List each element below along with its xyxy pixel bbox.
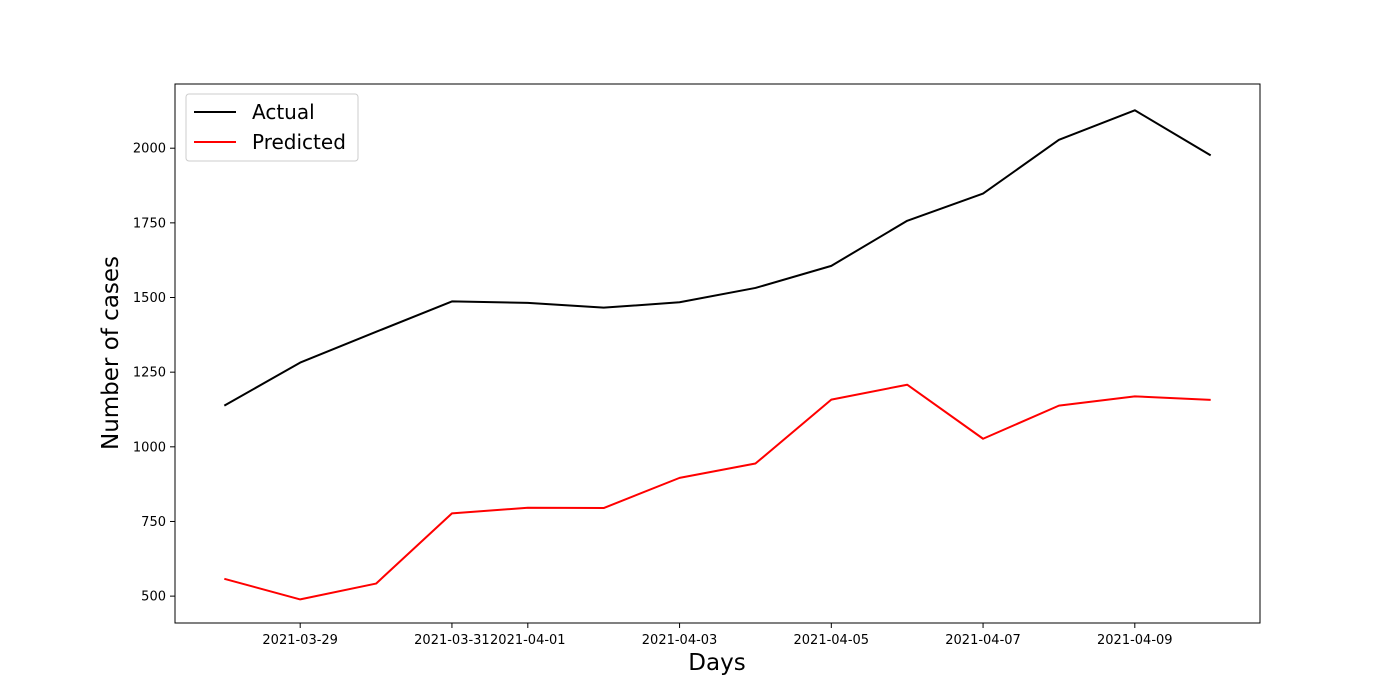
x-tick-label: 2021-03-29 bbox=[262, 633, 338, 648]
plot-area bbox=[175, 84, 1260, 623]
legend-label-actual: Actual bbox=[252, 100, 315, 124]
y-axis: 500 750 1000 1250 1500 1750 2000 bbox=[133, 142, 175, 605]
series-line-actual bbox=[223, 109, 1212, 407]
legend-box bbox=[185, 93, 359, 162]
y-tick-label: 1500 bbox=[133, 291, 166, 306]
x-tick-label: 2021-04-05 bbox=[794, 633, 870, 648]
x-tick-label: 2021-04-07 bbox=[945, 633, 1021, 648]
y-tick-label: 1750 bbox=[133, 216, 166, 231]
x-tick-label: 2021-04-01 bbox=[490, 633, 566, 648]
legend: Actual Predicted bbox=[185, 93, 359, 162]
series-line-predicted bbox=[224, 383, 1211, 601]
x-axis-label: Days bbox=[688, 650, 745, 676]
y-axis-label: Number of cases bbox=[98, 256, 124, 450]
y-tick-label: 1000 bbox=[133, 440, 166, 455]
legend-label-predicted: Predicted bbox=[252, 130, 346, 154]
y-tick-label: 500 bbox=[141, 590, 166, 605]
x-axis: 2021-03-29 2021-03-31 2021-04-01 2021-04-03… bbox=[262, 623, 1173, 648]
series-layer bbox=[223, 109, 1212, 601]
y-tick-label: 2000 bbox=[133, 142, 166, 157]
x-tick-label: 2021-03-31 bbox=[414, 633, 490, 648]
x-tick-label: 2021-04-09 bbox=[1097, 633, 1173, 648]
y-tick-label: 1250 bbox=[133, 366, 166, 381]
plot-frame bbox=[174, 83, 1261, 624]
x-tick-label: 2021-04-03 bbox=[642, 633, 718, 648]
y-tick-label: 750 bbox=[141, 515, 166, 530]
